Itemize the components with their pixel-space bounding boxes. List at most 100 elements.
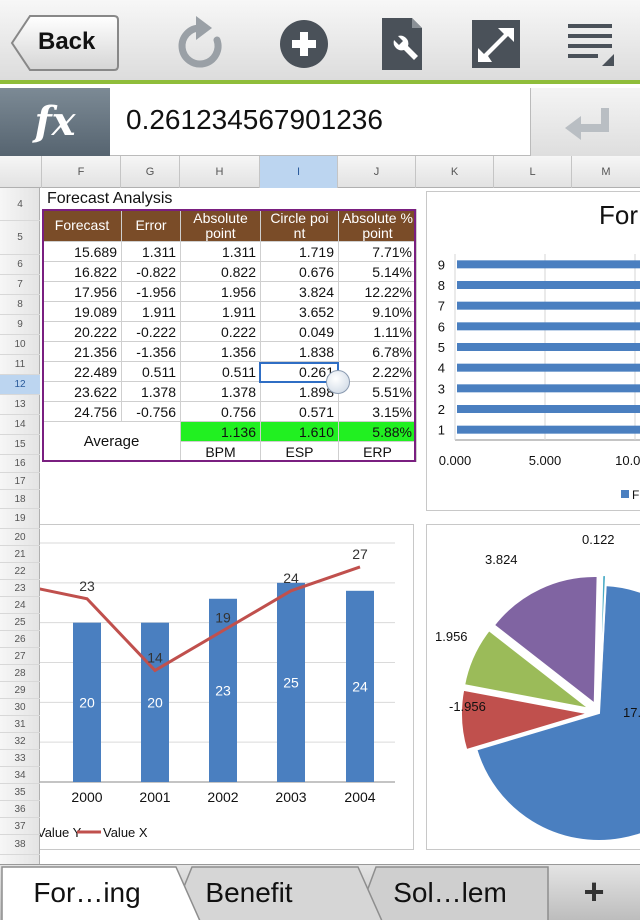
enter-button[interactable] (530, 88, 640, 156)
combo-chart[interactable]: 20 20 23 25 24 2000 2001 2002 2003 2004 23 14 19 24 27… (40, 524, 414, 850)
table-cell[interactable]: 6.78% (338, 341, 417, 362)
row-header-cell[interactable]: 16 (0, 455, 40, 473)
row-header-cell[interactable]: 6 (0, 255, 40, 275)
row-header-cell[interactable]: 18 (0, 490, 40, 509)
pie-chart[interactable]: 17.956 -1.956 1.956 3.824 0.122 (426, 524, 640, 850)
table-cell[interactable]: -0.822 (121, 261, 181, 282)
table-cell[interactable]: 0.822 (180, 261, 261, 282)
table-cell[interactable]: 0.571 (260, 401, 339, 422)
table-cell[interactable]: 5.51% (338, 381, 417, 402)
table-cell[interactable]: 9.10% (338, 301, 417, 322)
table-cell[interactable]: 0.511 (180, 361, 261, 382)
average-value-esp[interactable]: 1.610 (260, 421, 339, 442)
row-header-cell[interactable]: 26 (0, 631, 40, 648)
table-cell[interactable]: 0.676 (260, 261, 339, 282)
fullscreen-icon[interactable] (466, 14, 526, 74)
table-cell[interactable]: 1.378 (121, 381, 181, 402)
fx-button[interactable]: fx (0, 88, 110, 156)
table-cell[interactable]: 12.22% (338, 281, 417, 302)
table-cell[interactable]: 0.511 (121, 361, 181, 382)
column-header-cell[interactable]: H (180, 156, 260, 188)
row-header-cell[interactable]: 21 (0, 546, 40, 563)
row-header-cell[interactable]: 28 (0, 665, 40, 682)
insert-plus-icon[interactable] (274, 14, 334, 74)
table-cell[interactable]: 3.15% (338, 401, 417, 422)
label-esp[interactable]: ESP (260, 441, 339, 462)
column-header-cell[interactable]: L (494, 156, 572, 188)
back-button[interactable]: Back (10, 14, 120, 72)
column-header-cell[interactable]: M (601, 166, 611, 178)
table-cell[interactable]: 3.824 (260, 281, 339, 302)
menu-icon[interactable] (562, 14, 622, 74)
row-header-cell[interactable]: 38 (0, 835, 40, 855)
label-bpm[interactable]: BPM (180, 441, 261, 462)
row-header-cell[interactable]: 23 (0, 580, 40, 597)
header-cell[interactable]: Absolute point (180, 209, 261, 242)
row-header-cell[interactable]: 22 (0, 563, 40, 580)
column-header-cell[interactable]: F (42, 156, 121, 188)
row-header-cell[interactable]: 7 (0, 275, 40, 295)
table-cell[interactable]: 1.311 (180, 241, 261, 262)
document-tools-icon[interactable] (372, 14, 432, 74)
label-erp[interactable]: ERP (338, 441, 417, 462)
row-header-cell[interactable]: 34 (0, 767, 40, 784)
sheet-grid[interactable]: Forecast Analysis Forecast Error Absolut… (40, 188, 640, 864)
table-cell[interactable]: 1.956 (180, 281, 261, 302)
row-header-cell[interactable]: 24 (0, 597, 40, 614)
selection-handle[interactable] (326, 370, 350, 394)
row-header-cell[interactable]: 8 (0, 295, 40, 315)
table-cell[interactable]: -1.356 (121, 341, 181, 362)
table-cell[interactable]: 0.049 (260, 321, 339, 342)
column-header-cell[interactable]: J (338, 156, 416, 188)
table-cell[interactable]: 21.356 (42, 341, 122, 362)
sheet-tab[interactable]: Benefit (205, 877, 293, 908)
table-cell[interactable]: 0.261 (260, 361, 339, 382)
table-cell[interactable]: 1.838 (260, 341, 339, 362)
add-sheet-button[interactable]: + (583, 871, 605, 912)
column-header-cell[interactable]: I (260, 156, 338, 188)
row-header-cell[interactable]: 29 (0, 682, 40, 699)
row-header-cell[interactable]: 36 (0, 801, 40, 818)
table-cell[interactable]: 0.756 (180, 401, 261, 422)
redo-icon[interactable] (170, 14, 230, 74)
table-cell[interactable]: 5.14% (338, 261, 417, 282)
row-header-cell[interactable]: 27 (0, 648, 40, 665)
table-cell[interactable]: -1.956 (121, 281, 181, 302)
table-cell[interactable]: 22.489 (42, 361, 122, 382)
table-cell[interactable]: 19.089 (42, 301, 122, 322)
row-header-cell[interactable]: 33 (0, 750, 40, 767)
horizontal-bar-chart[interactable]: For 0.000 5.000 10.000 1 2 3 4 5 6 7 8 9 F (426, 191, 640, 511)
row-header-cell[interactable]: 12 (0, 375, 40, 395)
table-cell[interactable]: 1.311 (121, 241, 181, 262)
table-cell[interactable]: 1.719 (260, 241, 339, 262)
row-header-cell[interactable]: 32 (0, 733, 40, 750)
table-cell[interactable]: 1.911 (180, 301, 261, 322)
table-cell[interactable]: 20.222 (42, 321, 122, 342)
row-header-cell[interactable]: 30 (0, 699, 40, 716)
table-cell[interactable]: -0.222 (121, 321, 181, 342)
table-cell[interactable]: 24.756 (42, 401, 122, 422)
sheet-tab[interactable]: For…ing (33, 877, 141, 908)
row-header-cell[interactable]: 31 (0, 716, 40, 733)
column-header-cell[interactable]: G (121, 156, 180, 188)
sheet-tab[interactable]: Sol…lem (393, 877, 507, 908)
row-header-cell[interactable]: 17 (0, 473, 40, 490)
table-cell[interactable]: -0.756 (121, 401, 181, 422)
row-header-cell[interactable]: 19 (0, 509, 40, 529)
table-cell[interactable]: 16.822 (42, 261, 122, 282)
row-header-cell[interactable]: 11 (0, 355, 40, 375)
row-header-cell[interactable]: 25 (0, 614, 40, 631)
table-cell[interactable]: 1.378 (180, 381, 261, 402)
table-cell[interactable]: 0.222 (180, 321, 261, 342)
table-cell[interactable]: 1.11% (338, 321, 417, 342)
formula-input[interactable]: 0.261234567901236 (126, 104, 383, 135)
table-cell[interactable]: 7.71% (338, 241, 417, 262)
row-header-cell[interactable]: 37 (0, 818, 40, 835)
table-cell[interactable]: 17.956 (42, 281, 122, 302)
average-label[interactable]: Average (42, 421, 181, 462)
header-cell[interactable]: Error (121, 209, 181, 242)
row-header-cell[interactable]: 5 (0, 221, 40, 255)
average-value-erp[interactable]: 5.88% (338, 421, 417, 442)
row-header-cell[interactable]: 35 (0, 784, 40, 801)
table-cell[interactable]: 1.911 (121, 301, 181, 322)
